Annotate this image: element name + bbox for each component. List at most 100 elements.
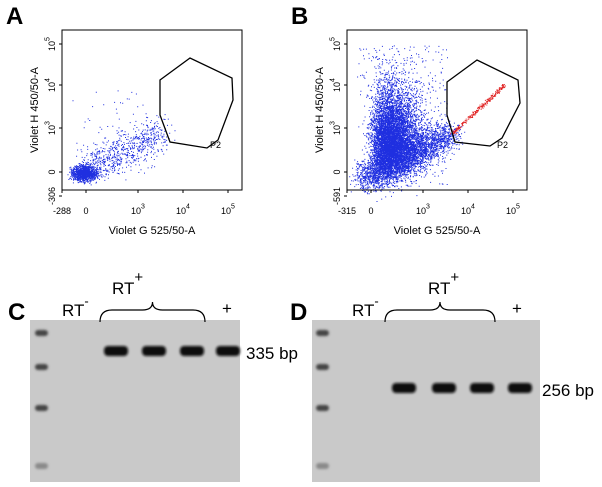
x-axis-label: Violet G 525/50-A [109, 225, 196, 237]
panel-label: D [290, 299, 307, 326]
negative-label: RT- [352, 294, 379, 320]
gated-events [450, 84, 506, 135]
negative-label: RT- [62, 294, 89, 320]
negative-label-base: RT [352, 301, 374, 320]
plot-frame [346, 29, 528, 191]
ladder-band [316, 405, 329, 411]
x-axis-label: Violet G 525/50-A [394, 225, 481, 237]
ladder-band [316, 330, 329, 336]
y-tick-label-sup: 4 [44, 78, 51, 82]
events [349, 45, 466, 203]
y-tick-label-base: 10 [47, 41, 57, 51]
x-tick-label-base: 10 [176, 206, 186, 216]
control-label: + [512, 299, 522, 318]
x-tick-label-sup: 4 [471, 203, 475, 210]
y-tick-label-base: 10 [332, 41, 342, 51]
y-tick-label: 0 [332, 169, 342, 174]
x-tick-label-base: 10 [506, 206, 516, 216]
product-band [508, 383, 532, 393]
y-tick-label-sup: 5 [329, 37, 336, 41]
negative-label-sup: - [84, 294, 88, 309]
positive-label: RT+ [428, 269, 459, 298]
ladder-band [35, 364, 48, 370]
ladder-band [316, 364, 329, 370]
x-tick-label-base: 10 [131, 206, 141, 216]
control-label: + [222, 299, 232, 318]
plot-frame [61, 29, 243, 191]
y-axis-label: Violet H 450/50-A [29, 66, 41, 153]
y-tick-label: 105 [44, 37, 57, 51]
y-tick-label-base: 10 [47, 125, 57, 135]
x-tick-label: -315 [338, 206, 356, 216]
y-tick-label-sup: 4 [329, 78, 336, 82]
y-tick-label-sup: 3 [329, 121, 336, 125]
gel-panel-d: D RT-RT++256 bp [290, 269, 594, 482]
ladder-band [316, 463, 329, 469]
gel-panel-c: C RT-RT++335 bp [8, 269, 298, 482]
x-tick-label: 105 [506, 203, 520, 216]
product-band [432, 383, 456, 393]
y-tick-label-base: 10 [47, 82, 57, 92]
events [67, 90, 176, 186]
band-size: 256 bp [542, 381, 594, 400]
panel-label: C [8, 299, 25, 326]
product-band [180, 346, 204, 356]
x-tick-label-sup: 3 [426, 203, 430, 210]
brace [384, 301, 496, 323]
product-band [142, 346, 166, 356]
y-tick-label: 104 [329, 78, 342, 92]
panel-label: B [291, 3, 308, 30]
negative-label-sup: - [374, 294, 378, 309]
x-tick-label: 104 [176, 203, 190, 216]
x-tick-label: -288 [53, 206, 71, 216]
x-tick-label: 103 [131, 203, 145, 216]
positive-label: RT+ [112, 269, 143, 298]
x-tick-label-sup: 5 [516, 203, 520, 210]
ladder-band [35, 405, 48, 411]
x-tick-label: 105 [221, 203, 235, 216]
y-tick-label: 103 [329, 121, 342, 135]
brace [99, 301, 206, 323]
product-band [470, 383, 494, 393]
x-tick-label: 0 [83, 206, 88, 216]
negative-label-base: RT [62, 301, 84, 320]
gate [159, 57, 234, 149]
y-tick-label: 104 [44, 78, 57, 92]
ladder-band [35, 330, 48, 336]
y-tick-label-base: 10 [332, 82, 342, 92]
x-tick-label-sup: 3 [141, 203, 145, 210]
x-tick-label-sup: 5 [231, 203, 235, 210]
positive-label-sup: + [134, 269, 143, 286]
ladder-band [35, 463, 48, 469]
panel-label: A [6, 3, 23, 30]
positive-label-base: RT [428, 279, 450, 298]
positive-label-base: RT [112, 279, 134, 298]
product-band [392, 383, 416, 393]
x-tick-label-base: 10 [221, 206, 231, 216]
x-tick-label-base: 10 [416, 206, 426, 216]
gel [30, 320, 240, 482]
x-tick-label-sup: 4 [186, 203, 190, 210]
y-tick-label-sup: 5 [44, 37, 51, 41]
y-tick-label: 103 [44, 121, 57, 135]
y-tick-label-sup: 3 [44, 121, 51, 125]
x-tick-label: 104 [461, 203, 475, 216]
gate-label: P2 [210, 140, 221, 150]
gel [312, 320, 540, 482]
product-band [104, 346, 128, 356]
y-tick-label: 105 [329, 37, 342, 51]
y-tick-label: 0 [47, 169, 57, 174]
gate-label: P2 [497, 140, 508, 150]
y-tick-label-base: 10 [332, 125, 342, 135]
positive-label-sup: + [450, 269, 459, 286]
product-band [216, 346, 240, 356]
y-tick-label: -591 [332, 187, 342, 205]
y-axis-label: Violet H 450/50-A [314, 66, 326, 153]
band-size: 335 bp [246, 344, 298, 363]
x-tick-label: 103 [416, 203, 430, 216]
x-tick-label: 0 [368, 206, 373, 216]
x-tick-label-base: 10 [461, 206, 471, 216]
